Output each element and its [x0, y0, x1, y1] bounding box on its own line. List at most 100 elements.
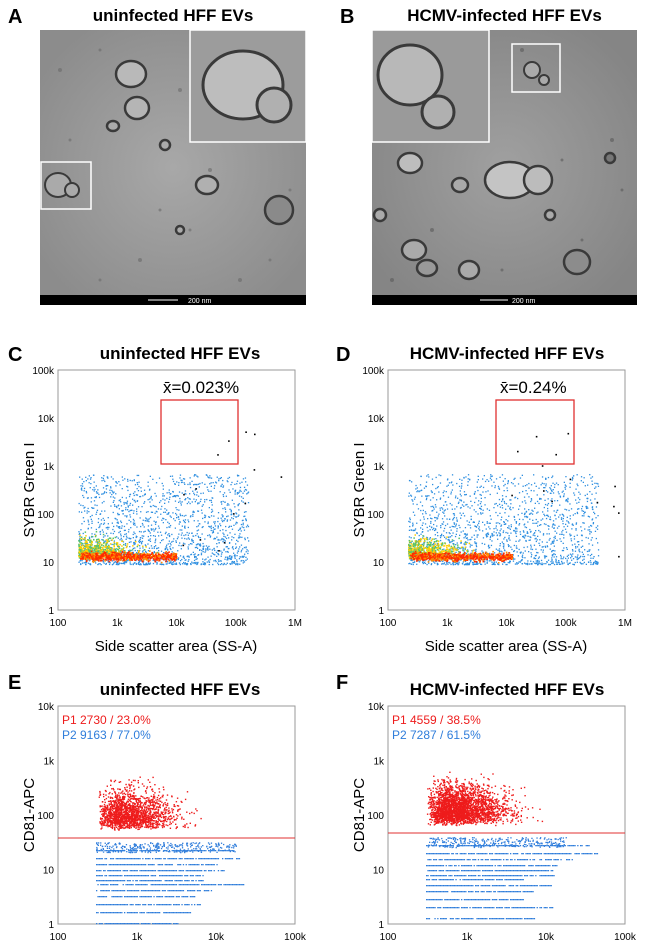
scatter-point: [156, 556, 158, 558]
scatter-point: [565, 547, 568, 549]
scatter-point: [85, 558, 88, 561]
scatter-point: [112, 560, 114, 562]
scatter-point: [87, 478, 89, 480]
scatter-point: [530, 498, 533, 500]
scatter-point: [177, 516, 180, 518]
scatter-point: [115, 548, 117, 550]
scatter-point: [244, 537, 246, 539]
y-tick-label: 10k: [38, 414, 55, 425]
scatter-point: [516, 530, 518, 532]
scatter-point: [144, 553, 146, 556]
scatter-point: [170, 560, 172, 562]
scatter-point: [114, 536, 117, 539]
scatter-point: [189, 486, 192, 489]
scatter-point: [94, 533, 96, 535]
scatter-point: [562, 523, 564, 525]
scatter-point: [530, 563, 532, 565]
scatter-point: [575, 547, 577, 549]
scatter-point: [408, 492, 410, 494]
scatter-point: [571, 544, 574, 546]
scatter-point: [590, 531, 592, 533]
scatter-point: [95, 558, 97, 561]
scatter-point: [207, 522, 209, 525]
scatter-point: [117, 553, 119, 555]
scatter-point: [165, 563, 167, 565]
scatter-point: [136, 513, 138, 515]
scatter-point: [491, 485, 493, 487]
scatter-point: [202, 547, 204, 549]
scatter-point: [555, 558, 557, 560]
scatter-point: [210, 485, 212, 487]
scatter-point: [89, 539, 92, 541]
scatter-point: [455, 551, 457, 553]
scatter-point: [473, 553, 476, 556]
scatter-point: [83, 538, 85, 541]
scale-bar-label: 200 nm: [188, 298, 212, 305]
scatter-point: [493, 531, 495, 533]
scatter-point: [78, 561, 80, 563]
scatter-point: [498, 498, 501, 501]
scatter-point: [140, 540, 142, 543]
scatter-point: [528, 551, 530, 553]
scatter-point: [169, 557, 172, 560]
scatter-point: [529, 528, 531, 531]
scatter-point: [135, 494, 137, 496]
scatter-point: [530, 484, 533, 486]
scatter-point: [154, 541, 156, 544]
scatter-point: [216, 550, 219, 552]
scatter-point: [218, 480, 220, 482]
scatter-point: [147, 511, 149, 513]
scatter-point: [145, 558, 148, 560]
scatter-point: [247, 491, 250, 493]
scatter-point: [147, 559, 149, 561]
scatter-point: [421, 524, 423, 526]
scatter-point: [143, 494, 146, 496]
scatter-point: [95, 551, 98, 553]
scatter-point: [109, 554, 112, 556]
scatter-point: [419, 490, 421, 492]
scatter-point: [97, 543, 99, 545]
scatter-point: [167, 521, 169, 523]
scatter-point: [94, 496, 96, 498]
scatter-point: [419, 484, 422, 486]
scatter-point: [165, 551, 167, 553]
scatter-point: [123, 543, 125, 546]
scatter-point: [591, 493, 593, 495]
scatter-point: [445, 501, 447, 503]
scatter-point: [570, 534, 572, 536]
scatter-point: [91, 514, 93, 517]
scatter-point: [217, 553, 219, 555]
scatter-point: [114, 497, 116, 499]
scatter-point: [147, 481, 149, 483]
scatter-point: [168, 498, 171, 500]
scatter-point: [518, 524, 520, 526]
scatter-point: [136, 526, 138, 528]
scatter-point: [227, 503, 229, 505]
scatter-point: [103, 551, 106, 553]
scatter-point: [112, 511, 114, 514]
scatter-point: [463, 491, 466, 493]
scatter-point: [189, 482, 191, 484]
scatter-point: [88, 482, 90, 484]
scatter-point: [594, 487, 596, 489]
scatter-point: [552, 561, 554, 563]
scatter-point: [558, 516, 560, 518]
scatter-point: [241, 555, 244, 557]
scatter-point: [561, 533, 563, 535]
scatter-point: [531, 509, 533, 511]
scatter-point: [145, 520, 147, 522]
scatter-point: [519, 551, 521, 554]
scatter-point: [231, 513, 233, 515]
scatter-point: [147, 550, 150, 552]
scatter-point: [497, 522, 499, 524]
scatter-point: [515, 521, 518, 523]
scatter-point: [238, 503, 240, 505]
scatter-point: [132, 504, 134, 506]
scatter-point: [172, 554, 175, 556]
scatter-point: [595, 486, 597, 488]
scatter-point: [432, 544, 434, 546]
scatter-point: [106, 541, 109, 543]
scatter-point: [489, 493, 491, 496]
